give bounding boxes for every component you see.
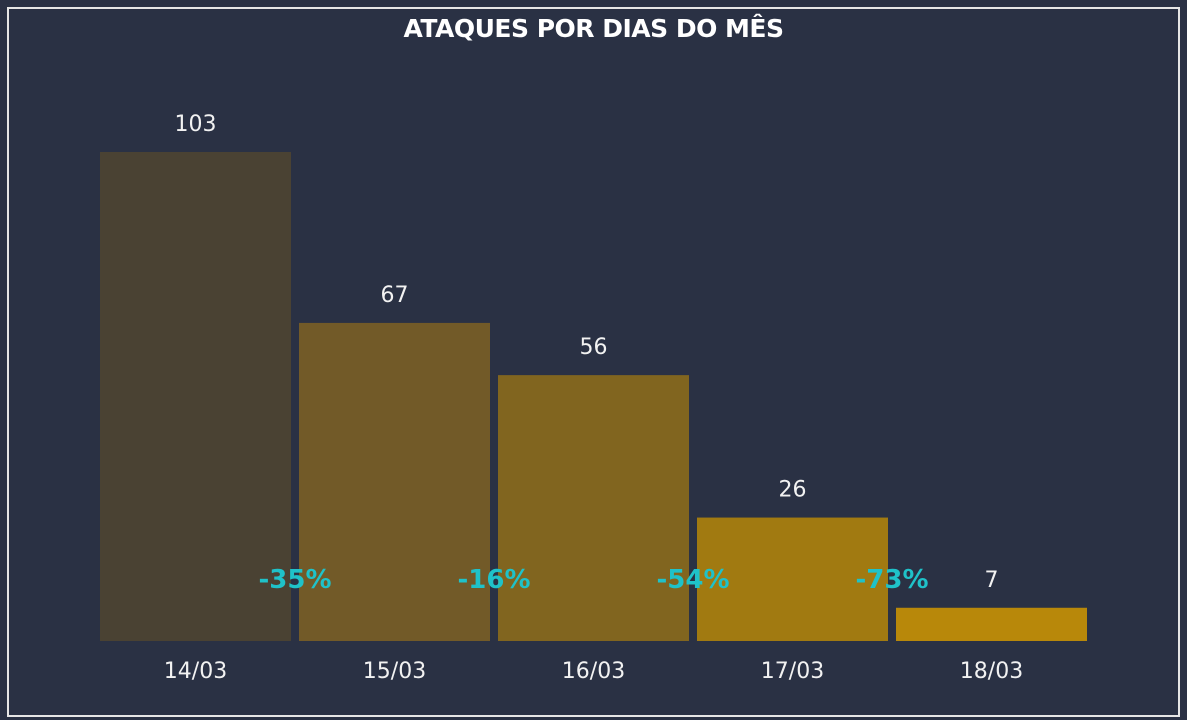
data-label: 26: [779, 478, 807, 503]
bar-18-03[interactable]: [896, 607, 1087, 641]
data-label: 56: [580, 335, 608, 360]
x-tick-label: 14/03: [164, 659, 227, 684]
data-label: 67: [381, 283, 409, 308]
bar-17-03[interactable]: [697, 517, 888, 641]
x-tick-label: 16/03: [562, 659, 625, 684]
change-label: -73%: [855, 565, 928, 595]
data-label: 103: [175, 112, 217, 137]
bar-14-03[interactable]: [100, 152, 291, 641]
bar-15-03[interactable]: [299, 322, 490, 641]
x-tick-label: 15/03: [363, 659, 426, 684]
x-tick-label: 17/03: [761, 659, 824, 684]
change-label: -35%: [258, 565, 331, 595]
x-tick-label: 18/03: [960, 659, 1023, 684]
chart-title: ATAQUES POR DIAS DO MÊS: [403, 14, 784, 43]
change-label: -54%: [656, 565, 729, 595]
data-label: 7: [985, 568, 999, 593]
change-label: -16%: [457, 565, 530, 595]
bar-16-03[interactable]: [498, 375, 689, 641]
